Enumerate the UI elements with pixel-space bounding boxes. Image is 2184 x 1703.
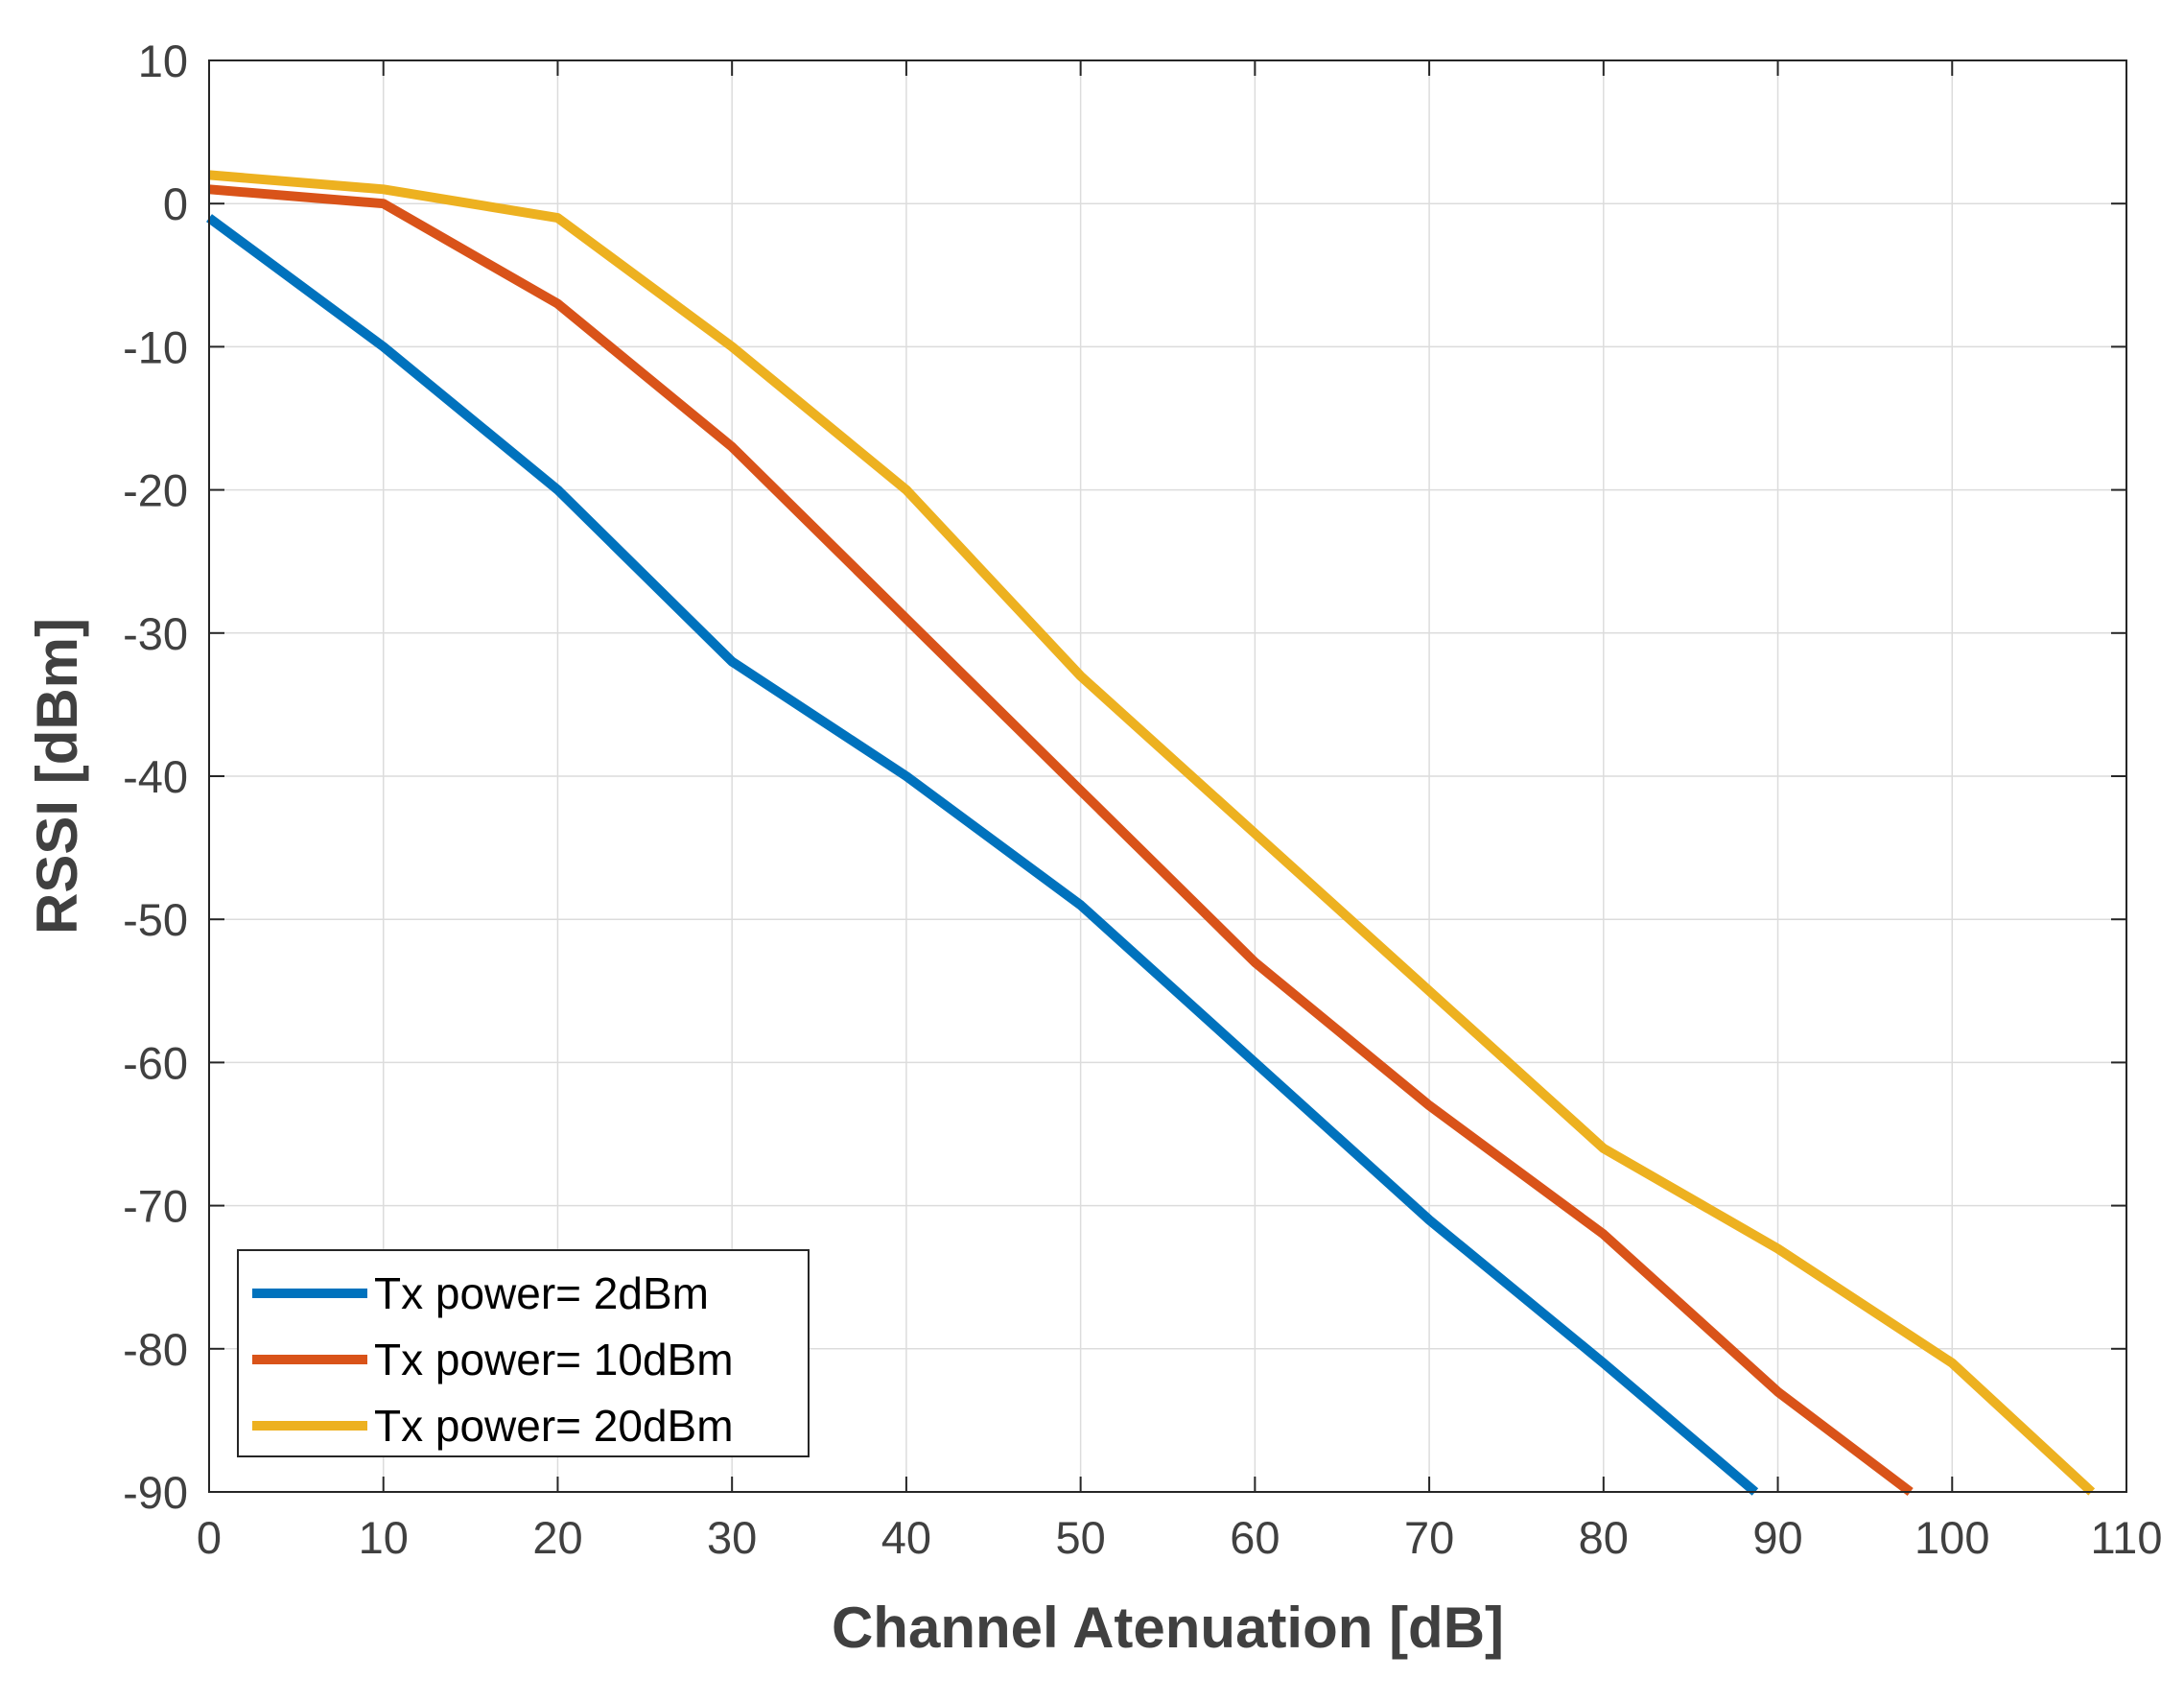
- x-tick-label: 80: [1579, 1512, 1629, 1563]
- legend-label-1: Tx power= 10dBm: [374, 1335, 734, 1384]
- x-tick-label: 100: [1914, 1512, 1989, 1563]
- x-tick-label: 30: [707, 1512, 757, 1563]
- x-tick-label: 90: [1752, 1512, 1802, 1563]
- y-tick-label: -80: [123, 1324, 188, 1375]
- x-axis-title: Channel Atenuation [dB]: [832, 1596, 1504, 1660]
- y-tick-label: -50: [123, 894, 188, 945]
- x-tick-label: 70: [1404, 1512, 1454, 1563]
- y-tick-label: 0: [163, 178, 188, 229]
- series-line-2: [208, 170, 2096, 1496]
- x-tick-label: 10: [359, 1512, 409, 1563]
- y-tick-label: -90: [123, 1467, 188, 1518]
- x-tick-label: 0: [197, 1512, 222, 1563]
- y-tick-label: -20: [123, 465, 188, 516]
- y-axis-title: RSSI [dBm]: [25, 618, 89, 934]
- legend-label-2: Tx power= 20dBm: [374, 1401, 734, 1451]
- y-tick-label: -30: [123, 608, 188, 659]
- legend: Tx power= 2dBm Tx power= 10dBm Tx power= 2…: [237, 1249, 810, 1457]
- x-tick-label: 20: [532, 1512, 582, 1563]
- x-tick-label: 40: [881, 1512, 931, 1563]
- y-tick-label: -40: [123, 751, 188, 802]
- series-lines: [206, 170, 2096, 1496]
- y-tick-label: -70: [123, 1181, 188, 1232]
- y-tick-label: 10: [138, 35, 188, 86]
- series-line-1: [208, 184, 1914, 1496]
- x-tick-label: 50: [1055, 1512, 1105, 1563]
- legend-label-0: Tx power= 2dBm: [374, 1268, 709, 1318]
- x-tick-label: 60: [1230, 1512, 1280, 1563]
- x-tick-label: 110: [2091, 1512, 2163, 1563]
- y-tick-label: -60: [123, 1037, 188, 1088]
- axis-tick-labels: 0 10 20 30 40 50 60 70 80 90 100 110100-10-20-30-40…: [123, 35, 2162, 1563]
- axis-ticks: [208, 59, 2127, 1493]
- y-tick-label: -10: [123, 321, 188, 372]
- series-line-0: [206, 214, 1759, 1496]
